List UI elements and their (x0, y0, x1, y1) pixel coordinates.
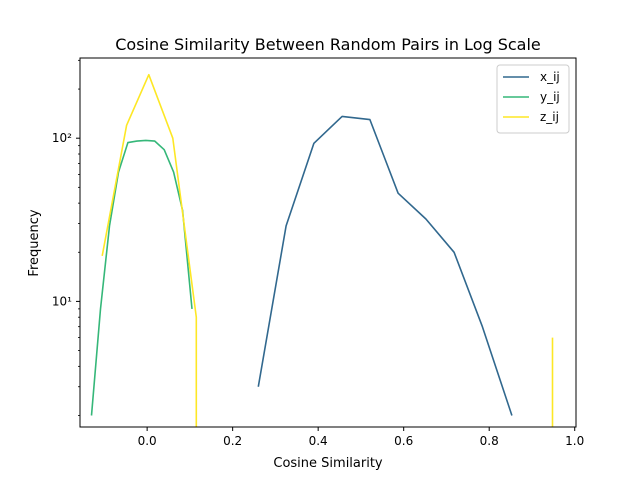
legend: x_ij y_ij z_ij (496, 64, 570, 134)
chart-title: Cosine Similarity Between Random Pairs i… (115, 35, 541, 54)
legend-label: x_ij (540, 70, 560, 84)
y-axis-ticks: 10¹ 10² (52, 59, 80, 416)
series-line-z-ij (101, 73, 554, 427)
x-axis-ticks: 0.0 0.2 0.4 0.6 0.8 1.0 (138, 427, 584, 448)
y-tick-label: 10² (52, 131, 72, 145)
x-tick-label: 0.8 (480, 434, 499, 448)
plot-area (80, 58, 576, 427)
y-tick-label: 10¹ (52, 294, 72, 308)
x-tick-label: 0.2 (223, 434, 242, 448)
x-axis-label: Cosine Similarity (273, 456, 383, 471)
x-tick-label: 0.4 (309, 434, 328, 448)
x-tick-label: 0.0 (138, 434, 157, 448)
series-layer (90, 73, 554, 427)
x-tick-label: 0.6 (394, 434, 413, 448)
y-axis-label: Frequency (27, 209, 42, 276)
series-line-x-ij (257, 115, 513, 416)
legend-box (496, 64, 570, 134)
plot-frame (79, 57, 577, 428)
legend-label: y_ij (540, 90, 560, 104)
legend-label: z_ij (540, 110, 559, 124)
series-line-y-ij (90, 139, 193, 416)
x-tick-label: 1.0 (565, 434, 584, 448)
